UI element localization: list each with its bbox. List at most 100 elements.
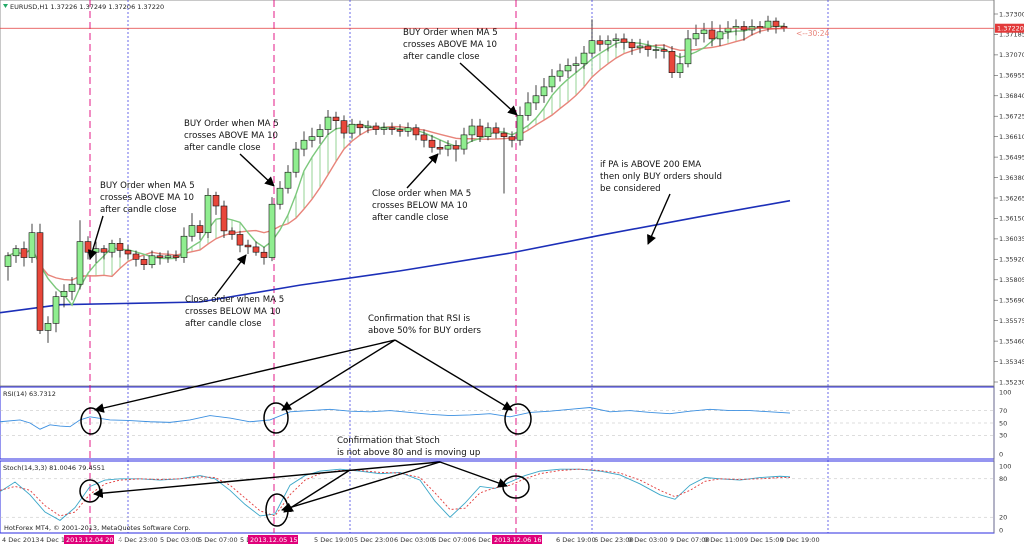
highlight-time-label: 2013.12.05 15:00: [250, 536, 308, 544]
stoch-tick-label: 0: [999, 526, 1003, 534]
rsi-tick-label: 70: [999, 407, 1007, 415]
candle: [748, 19, 756, 36]
candle-body: [372, 125, 380, 130]
price-tick-label: 1.35345: [999, 358, 1024, 366]
candle-body: [276, 187, 284, 205]
candle-body: [660, 49, 668, 52]
candle: [708, 21, 716, 46]
candle-body: [620, 38, 628, 43]
arrow-rsi-2: [281, 339, 396, 411]
candle-body: [180, 235, 188, 258]
candle-body: [412, 127, 420, 136]
candle: [228, 227, 236, 240]
highlight-time-label: 2013.12.06 16:00: [494, 536, 552, 544]
candle: [116, 238, 124, 258]
candle: [660, 44, 668, 59]
candle: [668, 46, 676, 78]
ema200-line: [0, 199, 791, 314]
arrow-stoch-3: [439, 461, 508, 488]
candle-body: [684, 38, 692, 65]
candle: [292, 142, 300, 178]
time-label: 6 Dec 19:00: [556, 536, 596, 544]
candle: [276, 181, 284, 210]
time-label: 9 Dec 11:00: [704, 536, 744, 544]
candle-body: [116, 243, 124, 251]
candle: [348, 118, 356, 139]
time-label: 4 Dec 2013: [2, 536, 39, 544]
arrow-stoch-1: [93, 461, 441, 499]
stoch-tick-label: 100: [999, 462, 1011, 470]
price-tick-label: 1.36840: [999, 92, 1024, 100]
candle: [380, 122, 388, 135]
candle-body: [364, 125, 372, 129]
time-label: 6 Dec 23:00: [594, 536, 634, 544]
candle: [196, 220, 204, 240]
candle: [4, 252, 12, 281]
candle-body: [268, 203, 276, 258]
candle-body: [444, 145, 452, 150]
candle-body: [532, 95, 540, 104]
candle: [172, 250, 180, 262]
svg-text:crosses BELOW MA 10: crosses BELOW MA 10: [372, 201, 468, 211]
highlight-time-bg: [492, 535, 542, 544]
annotation-arrows: [87, 62, 671, 513]
candle-body: [28, 232, 36, 258]
stoch-title: Stoch(14,3,3) 81.0046 79.4551: [3, 464, 105, 472]
candle-body: [164, 255, 172, 258]
annotation-rsi-note: Confirmation that RSI is above 50% for B…: [368, 314, 482, 336]
candle-body: [420, 134, 428, 141]
candle-body: [716, 31, 724, 40]
candle: [188, 213, 196, 242]
svg-text:be considered: be considered: [600, 184, 661, 194]
rsi-line: [0, 407, 791, 430]
svg-text:EURUSD,H1 1.37226 1.37249 1.37: EURUSD,H1 1.37226 1.37249 1.37206 1.3722…: [10, 3, 164, 11]
candle: [532, 85, 540, 110]
candle: [180, 227, 188, 263]
candle-body: [196, 225, 204, 233]
rsi-title: RSI(14) 63.7312: [3, 390, 56, 398]
candle: [60, 284, 68, 308]
candle: [28, 223, 36, 263]
time-label: 5 Dec 03:00: [160, 536, 200, 544]
chart-menu-icon[interactable]: [3, 4, 8, 8]
candle-body: [428, 139, 436, 148]
stoch-circle-1: [79, 479, 101, 503]
candle: [548, 69, 556, 93]
candle-body: [260, 251, 268, 258]
candle-body: [588, 40, 596, 54]
candle: [452, 140, 460, 162]
svg-text:Confirmation that RSI is: Confirmation that RSI is: [368, 314, 471, 324]
price-axis: 1.37300 1.37185 1.37070 1.36955 1.36840 1.367…: [994, 10, 1024, 386]
candle-body: [124, 250, 132, 255]
rsi-path: [0, 407, 791, 430]
rsi-circle-1: [80, 407, 102, 435]
candle-body: [452, 145, 460, 150]
candle-body: [484, 127, 492, 137]
price-tick-label: 1.37185: [999, 31, 1024, 39]
candle: [620, 33, 628, 50]
rsi-tick-label: 100: [999, 388, 1011, 396]
candle: [460, 127, 468, 155]
candle: [68, 277, 76, 301]
candle-body: [228, 230, 236, 235]
candle: [644, 40, 652, 57]
candle-body: [292, 148, 300, 173]
svg-text:after candle close: after candle close: [185, 319, 262, 329]
stoch-circle-3: [502, 475, 530, 499]
price-tick-label: 1.35230: [999, 378, 1024, 386]
candle: [556, 63, 564, 82]
annotation-buy-2: BUY Order when MA 5 crosses ABOVE MA 10 …: [184, 119, 279, 153]
candle-body: [156, 255, 164, 258]
highlight-time-label: 2013.12.04 20:00: [66, 536, 124, 544]
svg-text:Confirmation that Stoch: Confirmation that Stoch: [337, 436, 440, 446]
candle: [156, 252, 164, 265]
session-separators: [127, 0, 829, 533]
price-tick-label: 1.36150: [999, 215, 1024, 223]
candle-body: [188, 225, 196, 237]
candle-body: [700, 29, 708, 34]
candle: [684, 30, 692, 68]
svg-text:BUY Order when MA 5: BUY Order when MA 5: [184, 119, 279, 129]
ema200-path: [0, 199, 791, 314]
time-label: 9 Dec 03:00: [628, 536, 668, 544]
